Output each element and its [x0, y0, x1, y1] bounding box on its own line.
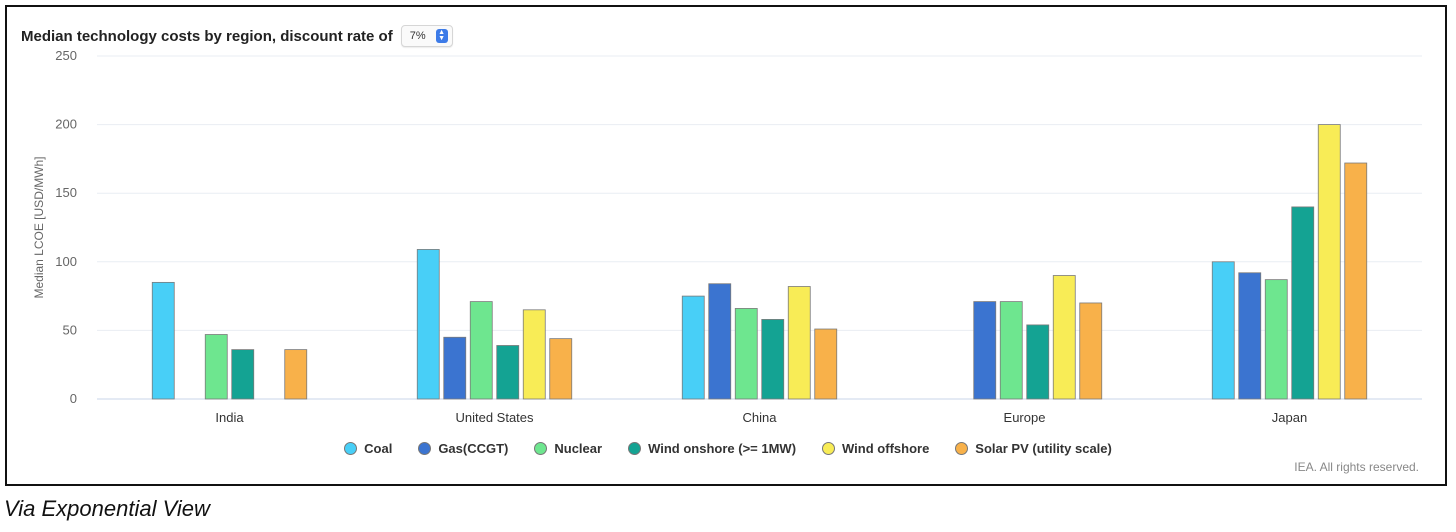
- chart-legend: Coal Gas(CCGT) Nuclear Wind onshore (>= 1MW…: [7, 441, 1449, 456]
- legend-label: Wind offshore: [842, 441, 930, 456]
- chart-title: Median technology costs by region, disco…: [21, 27, 393, 45]
- legend-label: Gas(CCGT): [438, 441, 509, 456]
- source-caption: Via Exponential View: [4, 496, 210, 521]
- bar-solar-pv-utility-scale[interactable]: [814, 328, 838, 400]
- legend-swatch: [628, 442, 642, 455]
- y-tick-label: 50: [63, 322, 77, 337]
- x-tick-label: Europe: [1004, 410, 1046, 425]
- legend-label: Nuclear: [554, 441, 603, 456]
- discount-rate-select[interactable]: 7% ▲ ▼: [400, 25, 453, 47]
- legend-item[interactable]: Wind onshore (>= 1MW): [628, 441, 796, 456]
- legend-item[interactable]: Coal: [344, 441, 392, 456]
- bar-wind-onshore-1mw[interactable]: [1026, 324, 1050, 400]
- bar-nuclear[interactable]: [1264, 279, 1288, 400]
- x-tick-label: India: [215, 410, 244, 425]
- legend-label: Coal: [364, 441, 393, 456]
- bar-nuclear[interactable]: [469, 301, 493, 400]
- bar-gas-ccgt[interactable]: [708, 283, 732, 400]
- legend-swatch: [822, 442, 836, 455]
- bar-wind-onshore-1mw[interactable]: [1291, 206, 1315, 400]
- legend-item[interactable]: Solar PV (utility scale): [955, 441, 1112, 456]
- y-axis-label: Median LCOE [USD/MWh]: [32, 156, 46, 298]
- legend-swatch: [534, 442, 548, 455]
- x-tick-label: China: [743, 410, 778, 425]
- legend-label: Solar PV (utility scale): [975, 441, 1112, 456]
- y-tick-label: 100: [55, 254, 77, 269]
- credits-text: IEA. All rights reserved.: [1294, 460, 1419, 474]
- bar-solar-pv-utility-scale[interactable]: [1079, 302, 1103, 400]
- bar-solar-pv-utility-scale[interactable]: [549, 338, 573, 400]
- bar-gas-ccgt[interactable]: [1238, 272, 1262, 400]
- legend-swatch: [418, 442, 432, 455]
- bar-gas-ccgt[interactable]: [443, 336, 467, 400]
- legend-item[interactable]: Nuclear: [534, 441, 602, 456]
- select-arrows-icon: ▲ ▼: [435, 29, 448, 43]
- bar-coal[interactable]: [1211, 261, 1235, 400]
- y-tick-label: 250: [55, 48, 77, 63]
- legend-label: Wind onshore (>= 1MW): [648, 441, 797, 456]
- bar-wind-onshore-1mw[interactable]: [231, 349, 255, 400]
- y-tick-label: 200: [55, 117, 77, 132]
- legend-item[interactable]: Wind offshore: [822, 441, 929, 456]
- y-tick-label: 0: [70, 391, 77, 406]
- bar-wind-offshore[interactable]: [787, 286, 811, 400]
- bar-solar-pv-utility-scale[interactable]: [1344, 162, 1368, 400]
- bar-wind-offshore[interactable]: [1052, 275, 1076, 400]
- bar-coal[interactable]: [416, 249, 440, 400]
- bar-coal[interactable]: [151, 281, 175, 400]
- legend-item[interactable]: Gas(CCGT): [418, 441, 508, 456]
- chart-frame: Median technology costs by region, disco…: [5, 5, 1447, 486]
- bar-nuclear[interactable]: [999, 301, 1023, 400]
- chart-header: Median technology costs by region, disco…: [21, 25, 453, 47]
- bar-nuclear[interactable]: [734, 308, 758, 400]
- discount-rate-value: 7%: [409, 30, 426, 42]
- legend-swatch: [344, 442, 358, 455]
- bar-solar-pv-utility-scale[interactable]: [284, 349, 308, 400]
- bar-chart: 0 50 100 150 200 250 Median LCOE [USD/MWh] Indi…: [32, 48, 1422, 425]
- legend-swatch: [955, 442, 969, 455]
- bar-gas-ccgt[interactable]: [973, 301, 997, 400]
- bar-wind-offshore[interactable]: [522, 309, 546, 400]
- bar-wind-onshore-1mw[interactable]: [761, 319, 785, 400]
- bar-wind-offshore[interactable]: [1317, 124, 1341, 400]
- x-tick-label: Japan: [1272, 410, 1307, 425]
- x-tick-label: United States: [455, 410, 534, 425]
- bar-coal[interactable]: [681, 295, 705, 400]
- y-tick-label: 150: [55, 185, 77, 200]
- bar-nuclear[interactable]: [204, 334, 228, 400]
- bar-wind-onshore-1mw[interactable]: [496, 345, 520, 400]
